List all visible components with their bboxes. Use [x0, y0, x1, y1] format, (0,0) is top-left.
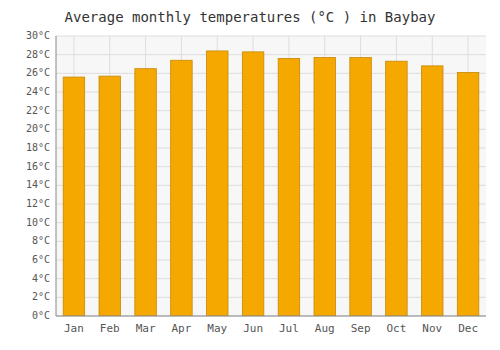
x-tick-label: Dec — [458, 322, 478, 335]
x-tick-label: Apr — [171, 322, 191, 335]
x-tick-label: Mar — [136, 322, 156, 335]
y-tick-label: 18°C — [26, 142, 50, 153]
x-tick-label: Jan — [64, 322, 84, 335]
x-tick-label: May — [207, 322, 227, 335]
bar — [99, 76, 121, 316]
bar — [135, 69, 157, 316]
chart-svg: 0°C 2°C 4°C 6°C 8°C 10°C 12°C 14°C 16°C 18°C 20°C 2… — [0, 0, 500, 350]
bar — [171, 60, 193, 316]
x-axis-line — [56, 316, 486, 317]
y-tick-label: 2°C — [32, 291, 50, 302]
y-tick-label: 6°C — [32, 254, 50, 265]
y-tick-label: 24°C — [26, 86, 50, 97]
x-tick-label: Sep — [351, 322, 371, 335]
bar — [207, 51, 229, 316]
x-tick-label: Feb — [100, 322, 120, 335]
bar — [386, 61, 408, 316]
y-tick-label: 20°C — [26, 123, 50, 134]
y-tick-label: 26°C — [26, 67, 50, 78]
y-axis-line — [56, 36, 57, 316]
x-tick-label: Oct — [386, 322, 406, 335]
bar — [242, 52, 263, 316]
x-tick-label: Jun — [243, 322, 263, 335]
chart-container: 0°C 2°C 4°C 6°C 8°C 10°C 12°C 14°C 16°C 18°C 20°C 2… — [0, 0, 500, 350]
x-tick-label: Aug — [315, 322, 335, 335]
bar — [63, 77, 85, 316]
grid — [56, 36, 486, 316]
bars — [63, 51, 479, 316]
axes: 0°C 2°C 4°C 6°C 8°C 10°C 12°C 14°C 16°C 18°C 20°C 2… — [26, 30, 486, 335]
y-tick-label: 8°C — [32, 235, 50, 246]
y-grid-line — [56, 316, 486, 317]
chart-title: Average monthly temperatures (°C ) in Ba… — [65, 9, 436, 25]
bar — [314, 57, 336, 316]
y-tick-label: 0°C — [32, 310, 50, 321]
y-tick-label: 10°C — [26, 217, 50, 228]
y-grid-line — [56, 36, 486, 37]
bar — [457, 72, 479, 316]
x-tick-label: Nov — [422, 322, 442, 335]
y-tick-label: 16°C — [26, 161, 50, 172]
bar — [422, 66, 444, 316]
y-grid-line — [56, 54, 486, 55]
bar — [278, 58, 300, 316]
bar — [350, 57, 372, 316]
y-tick-label: 22°C — [26, 105, 50, 116]
plot-background — [56, 36, 486, 316]
y-tick-label: 14°C — [26, 179, 50, 190]
x-tick-label: Jul — [279, 322, 299, 335]
y-tick-label: 4°C — [32, 273, 50, 284]
y-tick-label: 30°C — [26, 30, 50, 41]
y-tick-label: 28°C — [26, 49, 50, 60]
y-tick-label: 12°C — [26, 198, 50, 209]
